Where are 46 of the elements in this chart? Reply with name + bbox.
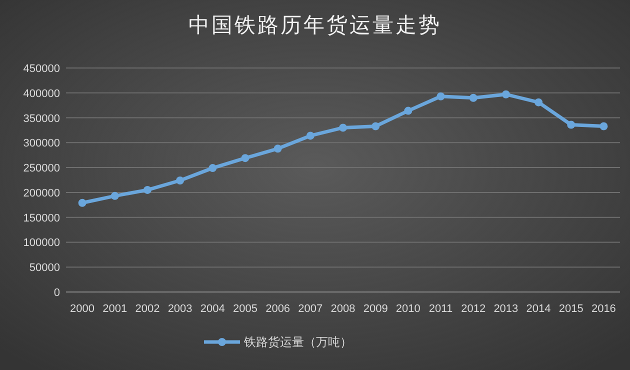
x-tick-label: 2001 <box>102 303 128 315</box>
x-tick-label: 2005 <box>232 303 258 315</box>
y-tick-label: 350000 <box>23 112 60 125</box>
chart-title: 中国铁路历年货运量走势 <box>188 14 442 37</box>
point <box>241 154 250 162</box>
x-tick-label: 2003 <box>168 303 192 315</box>
point <box>502 90 510 98</box>
point <box>404 106 412 115</box>
x-tick-label: 2004 <box>200 303 225 315</box>
point <box>339 124 347 132</box>
point <box>274 144 282 153</box>
point <box>306 132 314 140</box>
point <box>372 122 380 130</box>
y-tick-label: 150000 <box>23 212 60 224</box>
x-tick-label: 2007 <box>298 303 323 315</box>
y-tick-label: 400000 <box>23 88 60 100</box>
point <box>436 92 445 100</box>
point <box>600 122 608 130</box>
y-tick-label: 300000 <box>23 138 60 150</box>
x-tick-label: 2016 <box>591 303 616 315</box>
x-tick-label: 2014 <box>526 303 551 315</box>
point <box>143 186 152 194</box>
legend-label: 铁路货运量（万吨） <box>243 335 352 349</box>
x-tick-label: 2009 <box>363 303 388 315</box>
y-tick-label: 0 <box>54 287 60 299</box>
x-tick-label: 2013 <box>494 303 518 315</box>
y-tick-label: 200000 <box>23 187 60 200</box>
y-tick-label: 450000 <box>23 63 60 75</box>
x-tick-label: 2008 <box>330 303 356 315</box>
x-tick-label: 2002 <box>135 303 160 315</box>
point <box>78 198 86 207</box>
x-tick-label: 2000 <box>70 303 95 315</box>
point <box>176 176 184 184</box>
y-tick-label: 100000 <box>23 237 60 250</box>
x-tick-label: 2006 <box>266 303 290 315</box>
point <box>534 98 543 106</box>
x-tick-label: 2012 <box>461 303 486 315</box>
y-tick-label: 50000 <box>29 262 60 274</box>
point <box>110 192 119 200</box>
x-tick-label: 2010 <box>396 303 420 315</box>
point <box>208 164 217 172</box>
y-tick-label: 250000 <box>23 162 60 175</box>
x-tick-label: 2015 <box>558 303 584 315</box>
point <box>567 120 576 129</box>
x-tick-label: 2011 <box>428 303 453 315</box>
point <box>469 94 478 102</box>
